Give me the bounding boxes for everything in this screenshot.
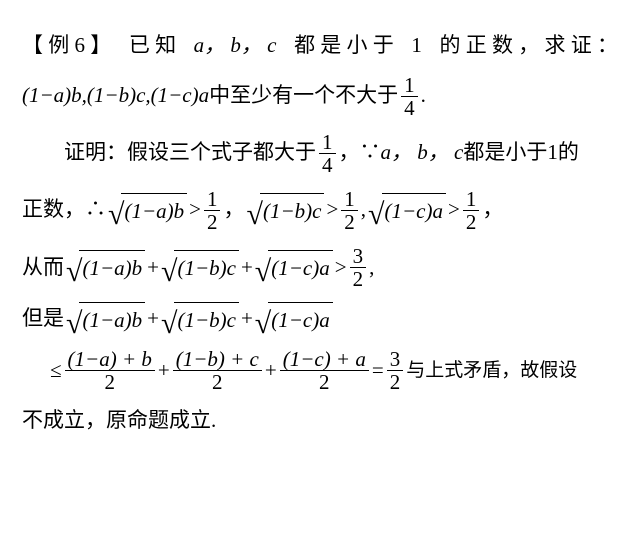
- vars-abc2: a， b， c: [381, 137, 464, 169]
- sqrt-r1: √(1−a)b: [108, 193, 187, 228]
- plus-a: +: [147, 252, 159, 284]
- le: ≤: [50, 355, 62, 387]
- sqrt-s3: √(1−c)a: [255, 250, 333, 285]
- frac-1-4b: 1 4: [319, 131, 336, 176]
- gt4: >: [335, 252, 347, 284]
- line-proof-3: 从而 √(1−a)b + √(1−b)c + √(1−c)a > 32 ,: [22, 245, 618, 290]
- gt2: >: [326, 194, 338, 226]
- because: ，∵: [339, 137, 381, 169]
- one: 1: [411, 30, 422, 62]
- line2-mid: 中至少有一个不大于: [209, 80, 398, 112]
- period: .: [421, 80, 426, 112]
- vars-abc: a， b， c: [194, 30, 277, 62]
- gt1: >: [189, 194, 201, 226]
- plus-c: +: [147, 303, 159, 335]
- sqrt-t1: √(1−a)b: [66, 302, 145, 337]
- line-proof-1: 证明： 假设三个式子都大于 1 4 ，∵ a， b， c 都是小于1的: [22, 131, 618, 176]
- line-proof-5: ≤ (1−a) + b2 + (1−b) + c2 + (1−c) + a2 =…: [22, 348, 618, 393]
- plus-b: +: [241, 252, 253, 284]
- plus-e: +: [158, 355, 170, 387]
- sqrt-s2: √(1−b)c: [161, 250, 239, 285]
- line-proof-4: 但是 √(1−a)b + √(1−b)c + √(1−c)a: [22, 302, 618, 337]
- sqrt-t3: √(1−c)a: [255, 302, 333, 337]
- since-tail: 都是小于1的: [463, 137, 579, 169]
- plus-f: +: [265, 355, 277, 387]
- plus-d: +: [241, 303, 253, 335]
- comma3: ，: [482, 194, 503, 226]
- frac-1-4: 1 4: [401, 74, 418, 119]
- final: 不成立，原命题成立.: [22, 405, 216, 437]
- comma4: ,: [369, 252, 374, 284]
- posnum: 正数，∴: [22, 194, 106, 226]
- frac-f1: (1−a) + b2: [65, 348, 155, 393]
- num: 1: [401, 74, 418, 96]
- sqrt-r3: √(1−c)a: [368, 193, 446, 228]
- frac-3-2b: 32: [387, 348, 404, 393]
- comma1: ，: [223, 194, 244, 226]
- frac-half-1: 12: [204, 188, 221, 233]
- sqrt-s1: √(1−a)b: [66, 250, 145, 285]
- frac-f3: (1−c) + a2: [280, 348, 369, 393]
- contradiction: 与上式矛盾，故假设: [406, 357, 577, 386]
- line-problem-2: (1−a)b,(1−b)c,(1−c)a 中至少有一个不大于 1 4 .: [22, 74, 618, 119]
- products: (1−a)b,(1−b)c,(1−c)a: [22, 80, 209, 112]
- line-proof-2: 正数，∴ √(1−a)b > 12 ， √(1−b)c > 12 , √(1−c…: [22, 188, 618, 233]
- known-mid: 都 是 小 于: [294, 30, 394, 62]
- assume: 假设三个式子都大于: [127, 137, 316, 169]
- den: 4: [401, 97, 418, 119]
- gt3: >: [448, 194, 460, 226]
- proof-label: 证明：: [64, 137, 127, 169]
- sqrt-t2: √(1−b)c: [161, 302, 239, 337]
- comma2: ,: [361, 194, 366, 226]
- known-prefix: 已 知: [129, 30, 176, 62]
- known-tail: 的 正 数 ， 求 证 ：: [439, 30, 618, 62]
- example-label: 【 例 6 】: [22, 30, 111, 62]
- frac-half-2: 12: [341, 188, 358, 233]
- frac-f2: (1−b) + c2: [173, 348, 262, 393]
- line-problem-1: 【 例 6 】 已 知 a， b， c 都 是 小 于 1 的 正 数 ， 求 …: [22, 30, 618, 62]
- frac-half-3: 12: [463, 188, 480, 233]
- eq: =: [372, 355, 384, 387]
- sqrt-r2: √(1−b)c: [246, 193, 324, 228]
- frac-3-2: 32: [350, 245, 367, 290]
- but: 但是: [22, 303, 64, 335]
- hence: 从而: [22, 252, 64, 284]
- line-proof-6: 不成立，原命题成立.: [22, 405, 618, 437]
